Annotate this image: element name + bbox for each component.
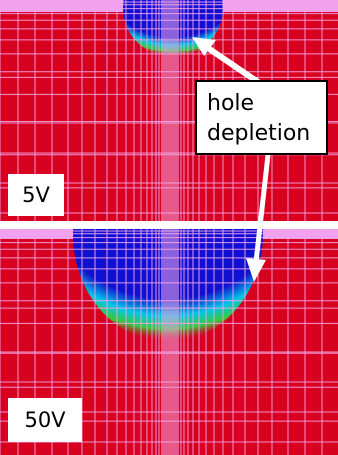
annotation-line-2: depletion	[207, 121, 311, 146]
arrow-head-50v	[246, 258, 266, 282]
arrow-to-5v-depletion	[202, 43, 261, 85]
voltage-label-50v: 50V	[8, 398, 82, 442]
panel-separator	[0, 221, 338, 229]
voltage-label-5v: 5V	[8, 174, 64, 216]
arrow-head-5v	[192, 37, 216, 56]
annotation-line-1: hole	[207, 91, 255, 116]
arrow-to-50v-depletion	[253, 152, 271, 265]
annotation-arrows	[192, 37, 271, 282]
hole-depletion-annotation: hole depletion	[195, 80, 328, 155]
